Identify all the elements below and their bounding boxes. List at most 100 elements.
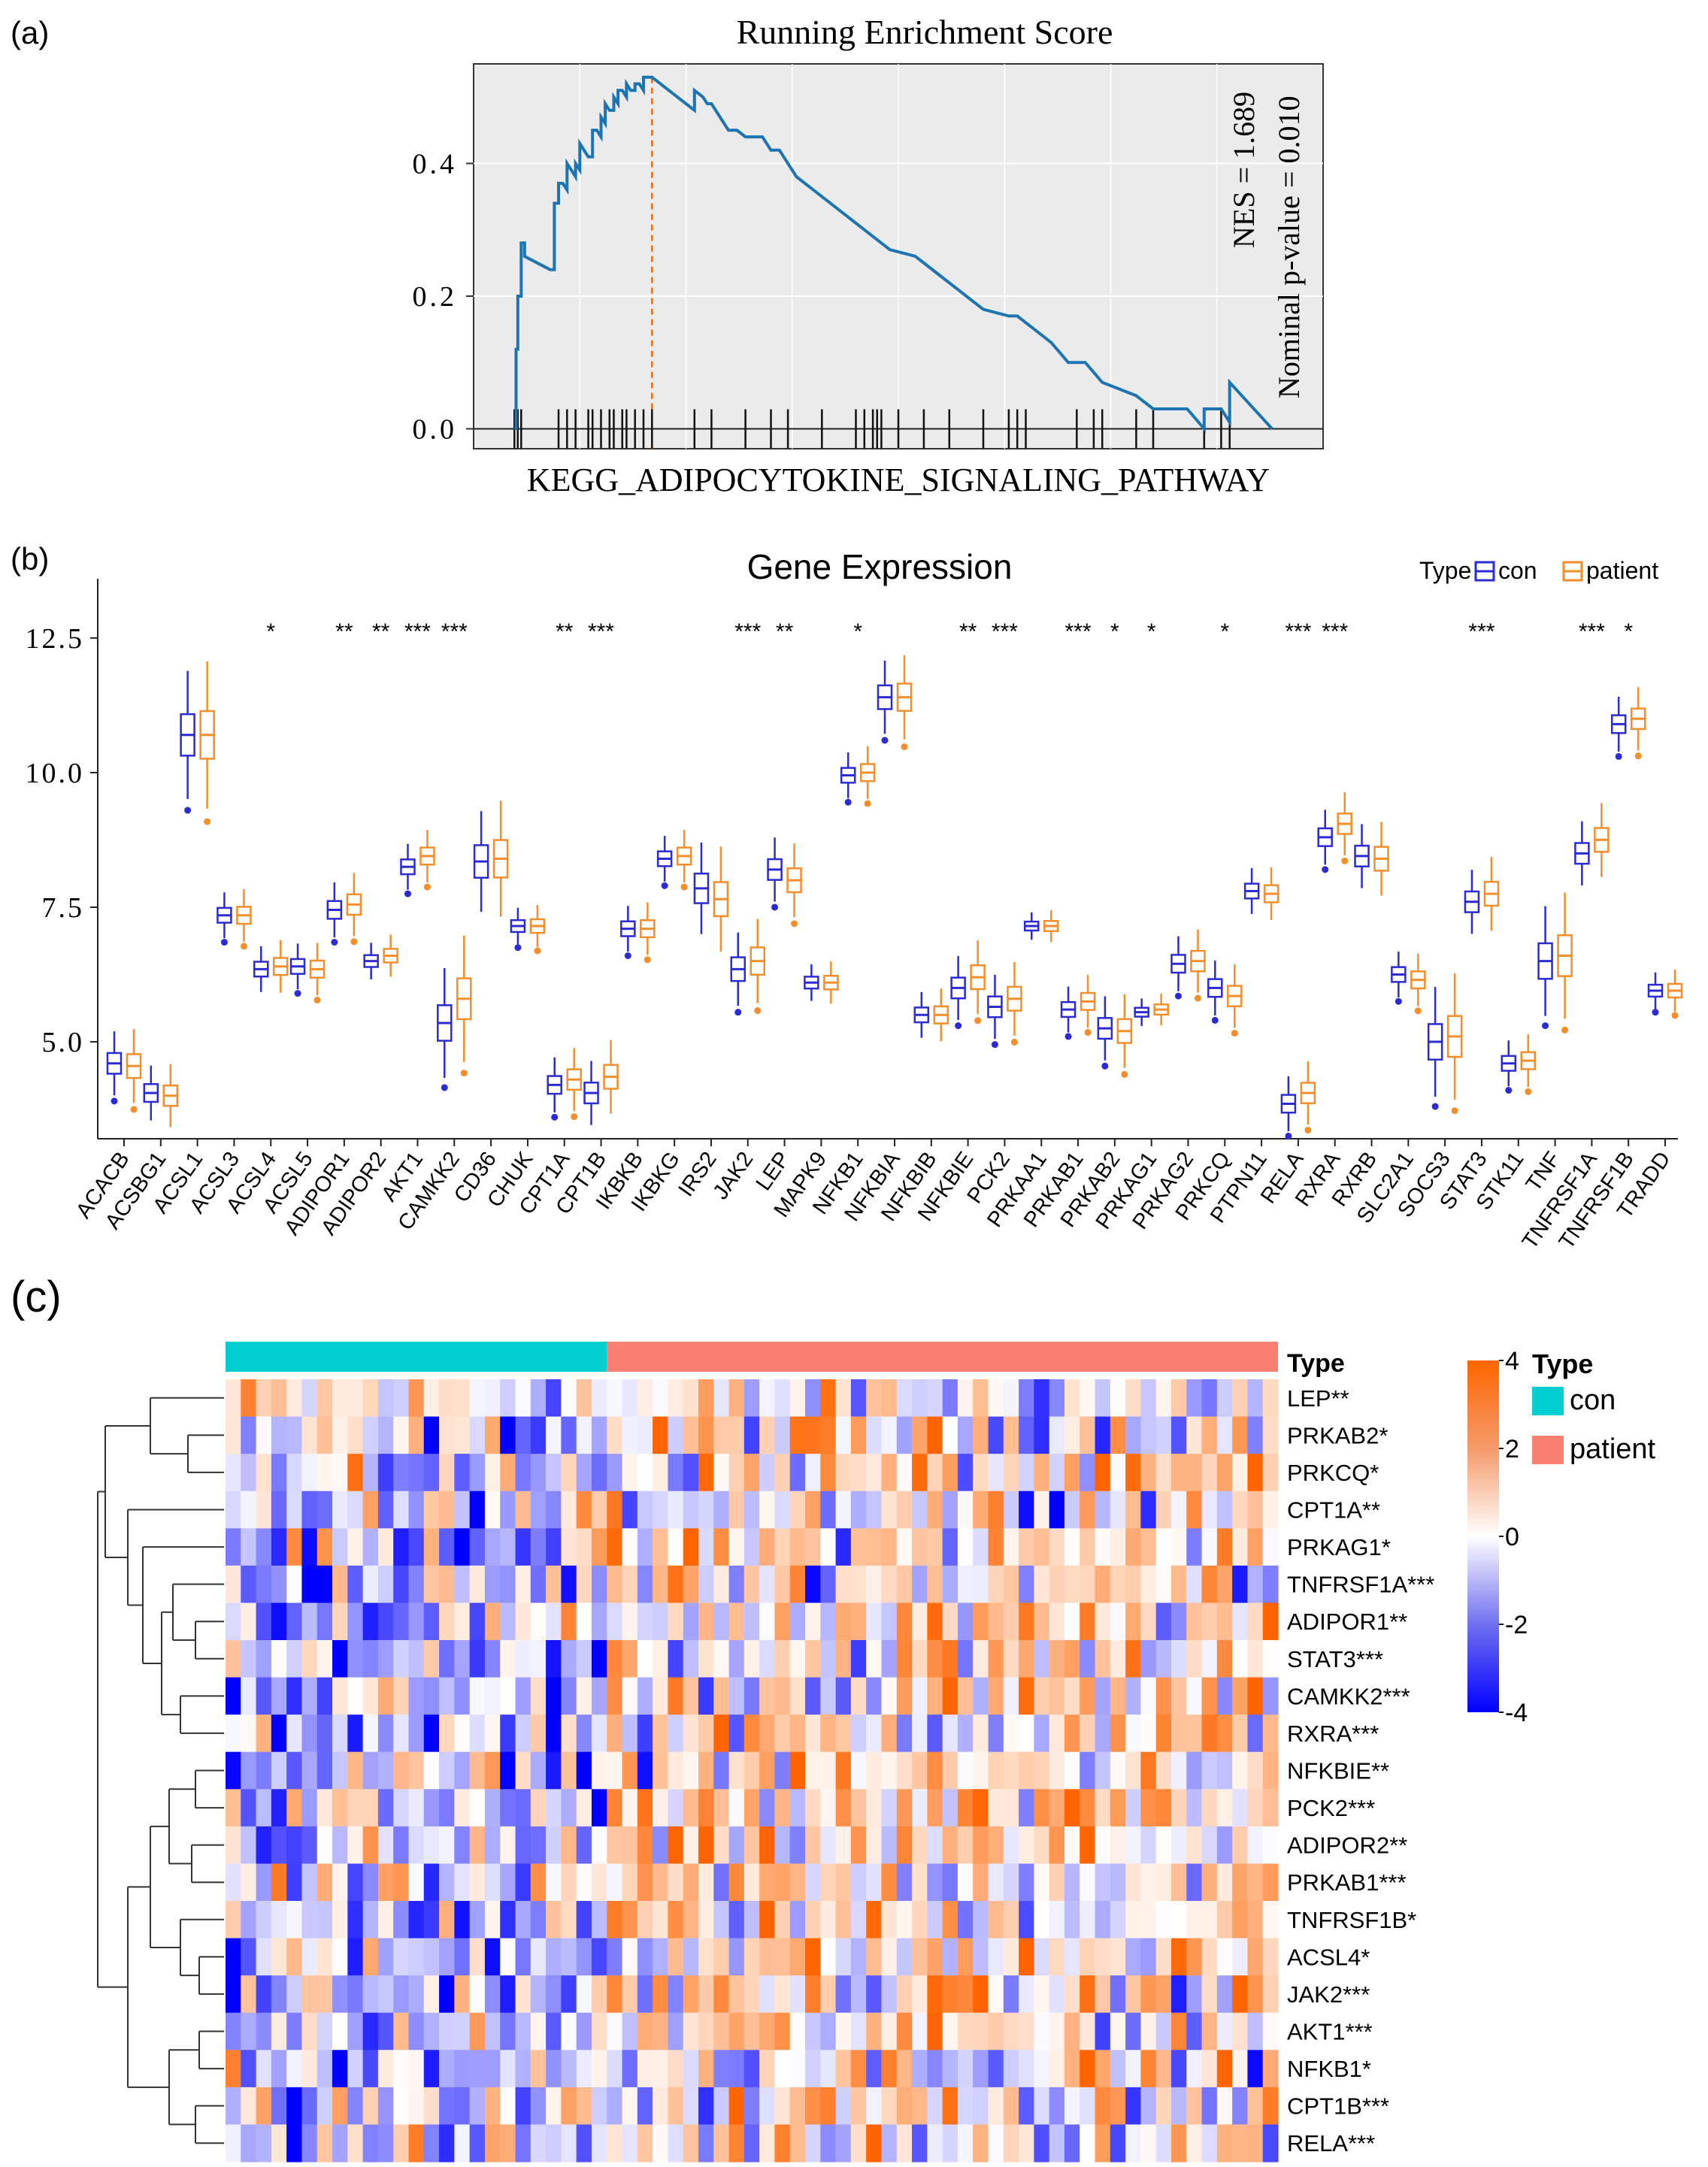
heatmap-cell [1247, 1677, 1264, 1715]
heatmap-cell [835, 1379, 852, 1418]
heatmap-cell [927, 1975, 943, 2014]
heatmap-cell [576, 1677, 592, 1715]
heatmap-cell [850, 1603, 867, 1641]
heatmap-cell [1034, 1565, 1050, 1604]
heatmap-cell [835, 1416, 852, 1454]
heatmap-cell [1110, 1379, 1126, 1418]
heatmap-cell [591, 1789, 607, 1827]
heatmap-cell [1095, 1975, 1111, 2014]
heatmap-cell [530, 1677, 547, 1715]
heatmap-cell [668, 1901, 684, 1939]
heatmap-cell [988, 1640, 1004, 1678]
heatmap-cell [927, 1454, 943, 1492]
heatmap-cell [408, 1565, 425, 1604]
boxplot-ytick-label: 5.0 [42, 1027, 85, 1058]
heatmap-cell [439, 1789, 455, 1827]
heatmap-cell [835, 1863, 852, 1902]
heatmap-cell [454, 2050, 471, 2088]
heatmap-cell [576, 1938, 592, 1976]
heatmap-cell [743, 2012, 760, 2050]
heatmap-row-dendrogram [97, 1397, 224, 2144]
heatmap-cell [1186, 1863, 1203, 1902]
heatmap-cell [728, 1975, 745, 2014]
heatmap-cell [500, 1454, 516, 1492]
heatmap-cell [1170, 1863, 1187, 1902]
heatmap-cell [377, 1715, 394, 1753]
significance-mark: *** [1468, 619, 1494, 644]
box-pair-rxrb [1354, 822, 1389, 896]
heatmap-cell [286, 1938, 303, 1976]
heatmap-cell [774, 2012, 791, 2050]
heatmap-cell [668, 1603, 684, 1641]
significance-mark: *** [404, 619, 431, 644]
heatmap-cell [469, 2124, 486, 2162]
heatmap-cell [698, 2012, 714, 2050]
heatmap-cell [866, 1789, 883, 1827]
heatmap-cell [866, 1640, 883, 1678]
heatmap-cell [973, 1975, 989, 2014]
heatmap-cell [957, 1789, 974, 1827]
heatmap-cell [271, 1677, 287, 1715]
significance-mark: *** [441, 619, 468, 644]
heatmap-cell [286, 1975, 303, 2014]
heatmap-cell [500, 1528, 516, 1566]
heatmap-cell [1125, 1677, 1141, 1715]
box-outlier [661, 882, 668, 889]
boxplot-ytick-label: 10.0 [26, 758, 85, 789]
heatmap-cell [515, 1677, 531, 1715]
heatmap-cell [500, 1975, 516, 2014]
heatmap-cell [743, 1491, 760, 1529]
box-outlier [1652, 1009, 1659, 1016]
colorbar-tick-label: -4 [1505, 1699, 1528, 1727]
heatmap-cell [683, 1789, 699, 1827]
heatmap-cell [1064, 1454, 1080, 1492]
heatmap-cell [408, 1603, 425, 1641]
heatmap-cell [912, 1938, 928, 1976]
heatmap-cell [957, 1416, 974, 1454]
heatmap-cell [316, 1751, 333, 1790]
heatmap-cell [1064, 1789, 1080, 1827]
heatmap-cell [561, 1416, 577, 1454]
heatmap-cell [743, 1640, 760, 1678]
heatmap-cell [484, 2050, 501, 2088]
heatmap-cell [850, 2124, 867, 2162]
heatmap-cell [316, 1603, 333, 1641]
heatmap-cell [393, 1454, 410, 1492]
heatmap-cell [607, 1975, 623, 2014]
heatmap-cell [988, 1528, 1004, 1566]
heatmap-cell [362, 1751, 379, 1790]
heatmap-row-label: ACSL4* [1287, 1944, 1370, 1970]
heatmap-cell [1140, 1751, 1157, 1790]
heatmap-cell [500, 1603, 516, 1641]
heatmap-cell [1155, 1454, 1172, 1492]
box-pair-mapk9 [804, 961, 839, 1004]
heatmap-cell [347, 2124, 364, 2162]
heatmap-cell [805, 1640, 821, 1678]
heatmap-cell [1080, 1789, 1096, 1827]
heatmap-cell [683, 1454, 699, 1492]
heatmap-cell [561, 1715, 577, 1753]
heatmap-legend-con-label: con [1570, 1385, 1616, 1416]
heatmap-cell [1034, 1938, 1050, 1976]
heatmap-cell [743, 1826, 760, 1865]
heatmap-cell [1003, 2050, 1019, 2088]
heatmap-cell [377, 1863, 394, 1902]
heatmap-cell [637, 1901, 653, 1939]
heatmap-cell [957, 1751, 974, 1790]
heatmap-cell [957, 1565, 974, 1604]
heatmap-cell [226, 2050, 241, 2088]
heatmap-cell [1080, 1491, 1096, 1529]
heatmap-cell [1140, 1677, 1157, 1715]
heatmap-cell [1170, 2087, 1187, 2126]
heatmap-cell [469, 1603, 486, 1641]
heatmap-cell [637, 2087, 653, 2126]
heatmap-cell [576, 2012, 592, 2050]
heatmap-cell [881, 1826, 898, 1865]
heatmap-cell [728, 1901, 745, 1939]
heatmap-cell [1216, 1491, 1233, 1529]
heatmap-cell [622, 1938, 638, 1976]
box-pair-prkab2: * [1097, 619, 1133, 1078]
heatmap-cell [622, 1565, 638, 1604]
heatmap-cell [942, 1528, 958, 1566]
box-outlier [1174, 992, 1182, 1000]
